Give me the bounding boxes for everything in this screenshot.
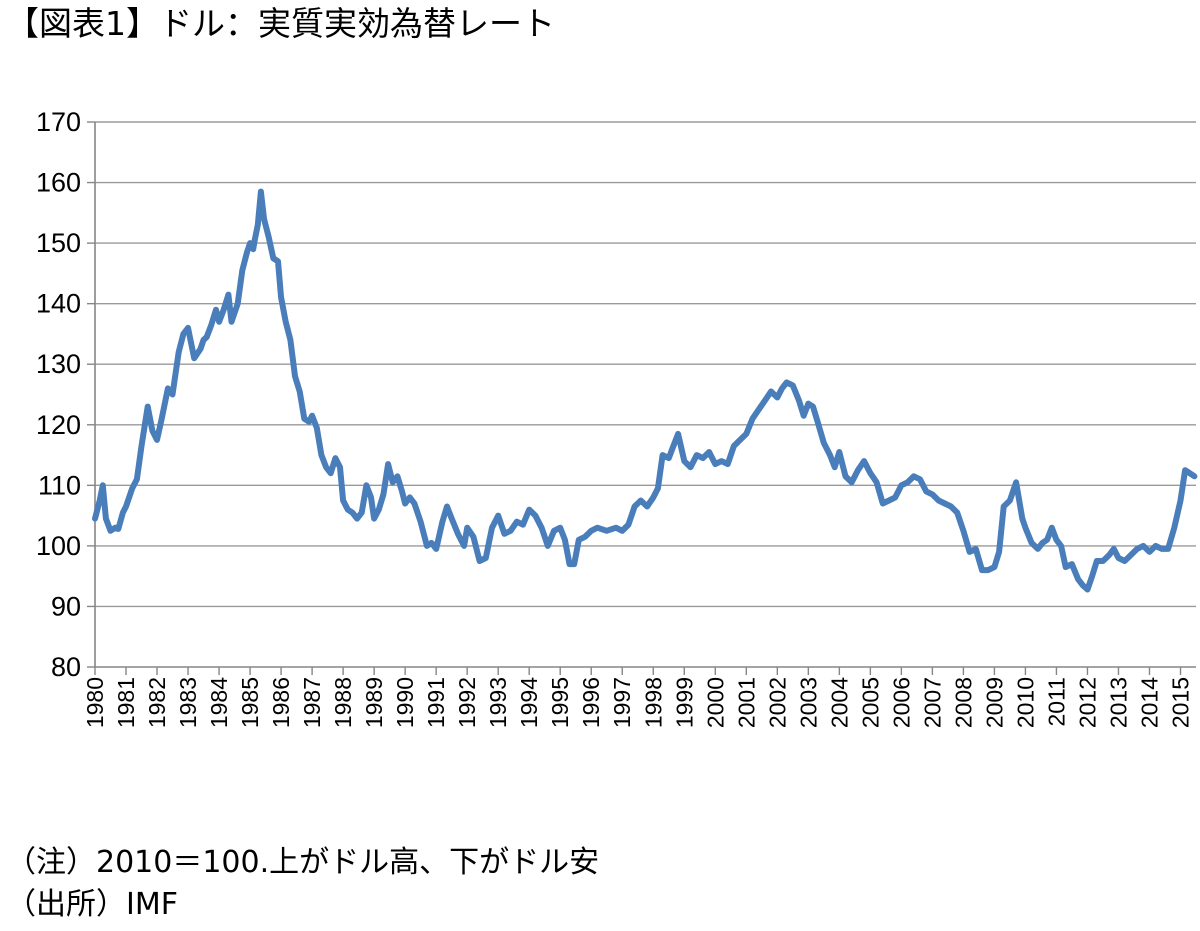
x-tick-label: 2004 [826,677,852,728]
x-tick-label: 2003 [795,677,821,728]
x-tick-label: 1986 [268,677,294,728]
y-tick-label: 80 [51,652,81,682]
x-tick-label: 1991 [423,677,449,728]
x-tick-label: 2007 [919,677,945,728]
x-tick-label: 2012 [1074,677,1100,728]
x-tick-label: 1983 [175,677,201,728]
y-tick-label: 170 [36,107,81,137]
note-definition: （注）2010＝100.上がドル高、下がドル安 [6,845,600,880]
x-tick-label: 1994 [516,677,542,728]
x-tick-label: 2010 [1012,677,1038,728]
y-axis: 80 90 100 110 120 130 140 150 160 170 [36,107,96,682]
x-tick-label: 2006 [888,677,914,728]
x-tick-label: 1982 [144,677,170,728]
y-tick-label: 130 [36,349,81,379]
x-tick-label: 2000 [702,677,728,728]
x-tick-label: 1985 [237,677,263,728]
x-tick-label: 2014 [1136,677,1162,728]
x-tick-label: 1995 [547,677,573,728]
x-tick-label: 1998 [640,677,666,728]
x-tick-label: 1997 [609,677,635,728]
x-tick-label: 2009 [981,677,1007,728]
x-tick-label: 1992 [454,677,480,728]
x-tick-label: 1987 [299,677,325,728]
y-tick-label: 150 [36,228,81,258]
x-tick-label: 1984 [206,677,232,728]
y-tick-label: 140 [36,289,81,319]
x-tick-label: 1990 [392,677,418,728]
x-tick-label: 1988 [330,677,356,728]
x-tick-label: 1999 [671,677,697,728]
x-tick-label: 2015 [1167,677,1193,728]
note-source: （出所）IMF [6,887,178,922]
x-tick-label: 1996 [578,677,604,728]
x-tick-label: 2005 [857,677,883,728]
x-tick-label: 1980 [82,677,108,728]
y-tick-label: 90 [51,591,81,621]
x-tick-label: 1981 [113,677,139,728]
y-tick-label: 160 [36,168,81,198]
series [92,188,1198,593]
x-tick-label: 2008 [950,677,976,728]
y-tick-label: 120 [36,410,81,440]
y-tick-label: 100 [36,531,81,561]
x-tick-label: 2001 [733,677,759,728]
gridlines [95,121,1196,668]
x-tick-label: 2002 [764,677,790,728]
x-tick-label: 1989 [361,677,387,728]
series-line-0 [92,188,1198,593]
x-tick-label: 2013 [1105,677,1131,728]
y-tick-label: 110 [38,470,81,500]
chart-title: 【図表1】ドル：実質実効為替レート [6,4,555,43]
x-tick-label: 2011 [1043,677,1069,726]
x-tick-label: 1993 [485,677,511,728]
x-axis: 1980 1981 1982 1983 1984 1985 1986 1987 1988 1989… [82,667,1193,728]
